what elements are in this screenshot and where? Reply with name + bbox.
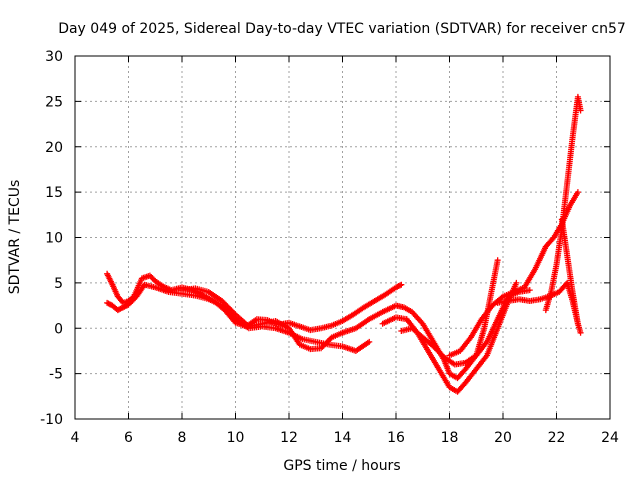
data-point bbox=[494, 257, 501, 264]
data-point bbox=[398, 281, 405, 288]
x-tick-label: 20 bbox=[494, 430, 512, 446]
series-track-b bbox=[104, 281, 373, 354]
y-tick-label: 25 bbox=[45, 94, 63, 110]
x-tick-label: 22 bbox=[548, 430, 566, 446]
series-track-e bbox=[379, 279, 520, 395]
x-tick-label: 12 bbox=[280, 430, 298, 446]
x-tick-label: 18 bbox=[441, 430, 459, 446]
grid bbox=[75, 56, 610, 419]
x-tick-label: 8 bbox=[178, 430, 187, 446]
y-tick-label: 5 bbox=[54, 276, 63, 292]
series-track-d bbox=[339, 257, 501, 382]
y-tick-label: 20 bbox=[45, 140, 63, 156]
data-points bbox=[104, 93, 584, 395]
data-point bbox=[577, 329, 584, 336]
chart-title: Day 049 of 2025, Sidereal Day-to-day VTE… bbox=[58, 21, 626, 37]
x-tick-label: 4 bbox=[71, 430, 80, 446]
y-tick-label: 30 bbox=[45, 49, 63, 65]
axis-ticks: 4 6 8 10 12 14 16 18 20 22 24 -10 -5 0 5 10 15 20 25 30 bbox=[40, 49, 619, 446]
x-tick-label: 6 bbox=[124, 430, 133, 446]
data-point bbox=[397, 282, 404, 289]
x-tick-label: 24 bbox=[601, 430, 619, 446]
y-tick-label: -10 bbox=[40, 412, 63, 428]
series-track-j bbox=[558, 216, 584, 336]
series-track-f bbox=[398, 287, 533, 368]
data-point bbox=[574, 189, 581, 196]
x-tick-label: 10 bbox=[227, 430, 245, 446]
y-tick-label: -5 bbox=[49, 367, 63, 383]
x-tick-label: 14 bbox=[334, 430, 352, 446]
x-axis-label: GPS time / hours bbox=[283, 458, 400, 474]
data-point bbox=[513, 279, 520, 286]
y-tick-label: 15 bbox=[45, 185, 63, 201]
data-point bbox=[366, 338, 373, 345]
y-tick-label: 10 bbox=[45, 231, 63, 247]
data-point bbox=[577, 107, 584, 114]
x-tick-label: 16 bbox=[387, 430, 405, 446]
y-tick-label: 0 bbox=[54, 321, 63, 337]
plot-frame bbox=[74, 55, 611, 420]
y-axis-label: SDTVAR / TECUs bbox=[7, 180, 23, 295]
series-track-i bbox=[542, 93, 584, 314]
data-point bbox=[526, 287, 533, 294]
